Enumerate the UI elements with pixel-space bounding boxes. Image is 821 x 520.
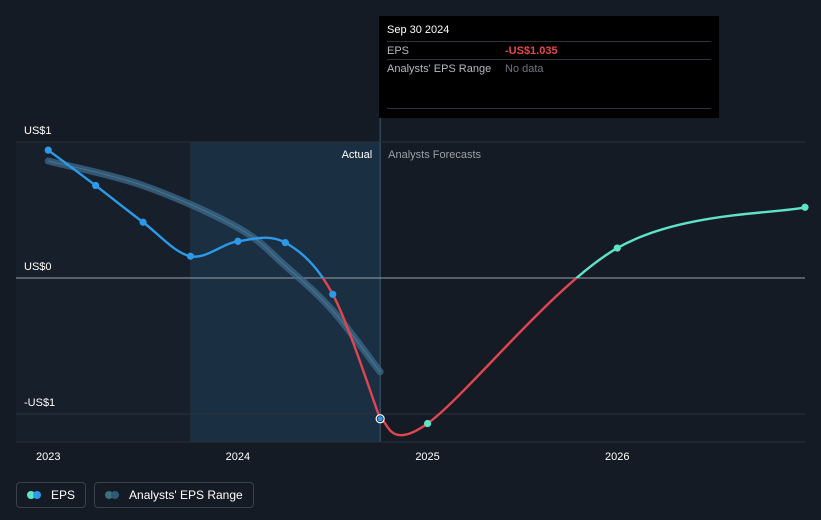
- eps-actual-point-5: [281, 239, 289, 247]
- highlight-band: [190, 142, 381, 442]
- eps-actual-point-2: [139, 218, 147, 226]
- eps-forecast-line-positive: [574, 206, 806, 278]
- x-tick-label-2: 2025: [415, 451, 439, 463]
- legend-range-button[interactable]: Analysts' EPS Range: [94, 482, 254, 508]
- y-tick-label-1: US$0: [24, 261, 52, 273]
- y-tick-label-2: -US$1: [24, 397, 55, 409]
- y-tick-label-0: US$1: [24, 125, 52, 137]
- actual-region-label: Actual: [342, 149, 373, 161]
- tooltip-eps-label: EPS: [387, 45, 410, 57]
- eps-forecast-point-2: [801, 203, 809, 211]
- tooltip-row-eps: EPS -US$1.035: [387, 41, 711, 59]
- eps-forecast-point-0: [423, 419, 432, 428]
- x-tick-label-0: 2023: [36, 451, 60, 463]
- tooltip-range-label: Analysts' EPS Range: [387, 63, 492, 75]
- forecast-region-label: Analysts Forecasts: [388, 149, 481, 161]
- tooltip-eps-value: -US$1.035: [505, 45, 558, 57]
- chart-legend: EPS Analysts' EPS Range: [16, 482, 254, 508]
- eps-forecast-point-1: [613, 244, 621, 252]
- tooltip-range-value: No data: [505, 63, 544, 75]
- legend-eps-label: EPS: [51, 488, 76, 502]
- eps-actual-point-4: [234, 237, 242, 245]
- tooltip-date: Sep 30 2024: [387, 24, 450, 36]
- analysts-range-centerline: [48, 160, 381, 373]
- hover-tooltip: Sep 30 2024 EPS -US$1.035 Analysts' EPS …: [379, 16, 719, 118]
- legend-eps-button[interactable]: EPS: [16, 482, 87, 508]
- x-tick-label-3: 2026: [605, 451, 629, 463]
- eps-actual-line-negative: [321, 278, 382, 420]
- range-legend-icon: [105, 491, 121, 499]
- legend-range-label: Analysts' EPS Range: [129, 488, 243, 502]
- eps-actual-point-1: [92, 181, 100, 190]
- eps-actual-line-positive: [47, 149, 325, 278]
- eps-actual-point-0: [44, 146, 52, 154]
- eps-actual-point-3: [186, 252, 195, 260]
- tooltip-row-range: Analysts' EPS Range No data: [387, 59, 711, 77]
- tooltip-divider: [387, 108, 711, 109]
- eps-actual-point-7-core: [377, 416, 383, 422]
- x-tick-label-1: 2024: [226, 451, 250, 463]
- eps-legend-icon: [27, 491, 43, 499]
- eps-actual-point-6: [329, 290, 337, 298]
- eps-forecast-line-negative: [379, 278, 579, 437]
